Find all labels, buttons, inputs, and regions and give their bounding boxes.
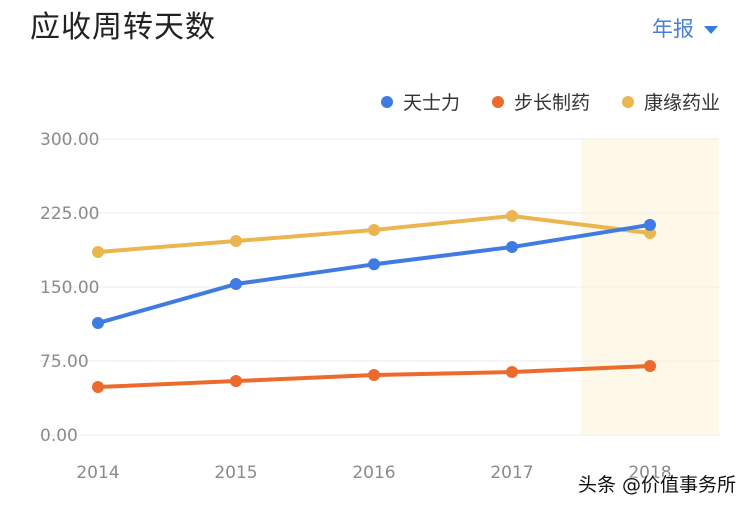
- y-axis-tick-label: 150.00: [40, 278, 99, 298]
- data-point[interactable]: [230, 278, 242, 291]
- legend-item-tasly[interactable]: 天士力: [380, 88, 460, 115]
- data-point[interactable]: [644, 218, 656, 231]
- x-axis-tick-label: 2018: [628, 463, 671, 483]
- data-point[interactable]: [92, 317, 104, 330]
- data-point[interactable]: [92, 381, 104, 394]
- watermark-text: 头条 @价值事务所: [577, 474, 736, 496]
- series-2: [92, 209, 656, 258]
- data-point[interactable]: [644, 360, 656, 373]
- legend-label: 康缘药业: [643, 92, 720, 114]
- y-axis-tick-label: 0.00: [40, 426, 78, 446]
- series-line: [96, 222, 652, 326]
- x-axis-tick-label: 2017: [490, 463, 533, 483]
- y-axis-tick-label: 225.00: [40, 204, 99, 224]
- period-selector-label: 年报: [652, 17, 694, 41]
- series-1: [92, 360, 656, 394]
- x-axis-tick-label: 2015: [214, 463, 257, 483]
- legend-dot-icon: [621, 95, 634, 108]
- data-point[interactable]: [368, 369, 380, 382]
- legend-dot-icon: [491, 95, 504, 108]
- series-0: [92, 218, 656, 330]
- chart-legend: 天士力 步长制药 康缘药业: [349, 88, 720, 115]
- legend-item-buchang[interactable]: 步长制药: [491, 88, 590, 115]
- data-point[interactable]: [506, 241, 518, 254]
- chart-title: 应收周转天数: [30, 10, 216, 45]
- period-selector-dropdown[interactable]: 年报: [652, 14, 718, 44]
- legend-item-kanion[interactable]: 康缘药业: [621, 88, 720, 115]
- y-axis-tick-label: 75.00: [40, 352, 89, 372]
- data-point[interactable]: [506, 209, 518, 222]
- data-point[interactable]: [230, 375, 242, 388]
- legend-dot-icon: [380, 95, 393, 108]
- y-axis-tick-label: 300.00: [40, 130, 99, 150]
- data-point[interactable]: [92, 245, 104, 258]
- legend-label: 步长制药: [513, 92, 590, 114]
- legend-label: 天士力: [402, 92, 460, 114]
- x-axis-tick-label: 2016: [352, 463, 395, 483]
- data-point[interactable]: [230, 235, 242, 248]
- caret-down-icon: [704, 26, 718, 34]
- x-axis-tick-label: 2014: [76, 463, 119, 483]
- data-point[interactable]: [506, 366, 518, 379]
- data-point[interactable]: [368, 258, 380, 271]
- data-point[interactable]: [368, 223, 380, 236]
